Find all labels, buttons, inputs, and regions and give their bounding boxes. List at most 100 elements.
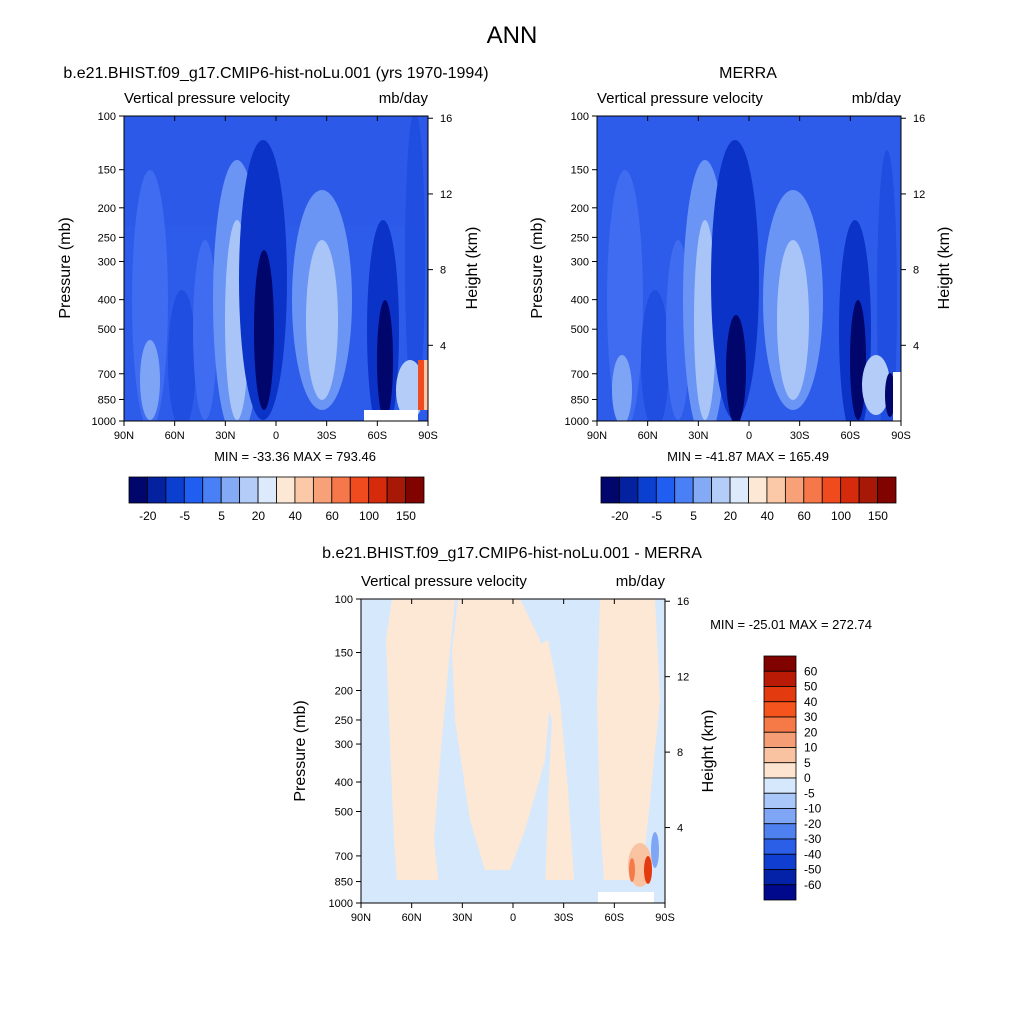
panel-difference-title: b.e21.BHIST.f09_g17.CMIP6-hist-noLu.001 … [322, 545, 702, 562]
colorbar-box [763, 686, 797, 703]
y-tick-label: 100 [335, 594, 353, 606]
colorbar-box [165, 476, 185, 504]
colorbar-label: 20 [252, 509, 266, 523]
colorbar-box [840, 476, 860, 504]
colorbar-box [803, 476, 823, 504]
figure-title: ANN [487, 22, 538, 49]
y2-tick-label: 4 [440, 340, 446, 352]
colorbar-label: -30 [804, 832, 822, 846]
colorbar-label: -20 [804, 817, 822, 831]
colorbar-box [220, 476, 241, 504]
colorbar-box [763, 808, 797, 825]
colorbar-box [147, 476, 167, 504]
colorbar-box [763, 701, 797, 718]
y-tick-label: 150 [571, 165, 589, 177]
y-tick-label: 1000 [565, 416, 589, 428]
y-tick-label: 250 [98, 232, 116, 244]
y2-tick-label: 4 [913, 340, 919, 352]
panel-difference-left-label: Vertical pressure velocity [361, 573, 527, 590]
y2-tick-label: 12 [440, 189, 452, 201]
y-tick-label: 300 [335, 739, 353, 751]
panel-model-y-ticks: 100 150 200 250 300 400 500 700 850 1000 [92, 111, 124, 428]
x-tick-label: 60N [165, 430, 185, 442]
x-tick-label: 0 [273, 430, 279, 442]
y2-tick-label: 8 [677, 747, 683, 759]
colorbar-label: 150 [868, 509, 888, 523]
panel-model-colorbar: -20 -5 5 20 40 60 100 150 [128, 476, 425, 523]
y-tick-label: 400 [98, 295, 116, 307]
colorbar-box [331, 476, 351, 504]
colorbar-label: 30 [804, 710, 818, 724]
x-tick-label: 30N [452, 912, 472, 924]
colorbar-label: 60 [798, 509, 812, 523]
colorbar-label: 150 [396, 509, 416, 523]
colorbar-label: -5 [804, 786, 815, 800]
y-tick-label: 400 [335, 777, 353, 789]
panel-difference-contour-field [361, 599, 665, 903]
colorbar-box [257, 476, 277, 504]
colorbar-label: -20 [611, 509, 629, 523]
colorbar-box [239, 476, 259, 504]
colorbar-box [128, 476, 148, 504]
colorbar-label: 60 [326, 509, 340, 523]
panel-model-contour-field [124, 116, 428, 421]
y-tick-label: 100 [571, 111, 589, 123]
panel-model-y2-ticks: 16 12 8 4 [428, 113, 452, 352]
panel-merra-units: mb/day [852, 90, 902, 107]
panel-difference-units: mb/day [616, 573, 666, 590]
colorbar-box [763, 655, 797, 672]
y-tick-label: 850 [335, 877, 353, 889]
y-tick-label: 1000 [92, 416, 116, 428]
colorbar-label: 40 [289, 509, 303, 523]
colorbar-box [748, 476, 768, 504]
panel-merra-colorbar: -20 -5 5 20 40 60 100 150 [600, 476, 897, 523]
y-tick-label: 250 [571, 232, 589, 244]
colorbar-box [692, 476, 713, 504]
colorbar-box [766, 476, 786, 504]
colorbar-box [711, 476, 731, 504]
colorbar-box [784, 476, 805, 504]
colorbar-box [763, 777, 797, 794]
panel-model-title: b.e21.BHIST.f09_g17.CMIP6-hist-noLu.001 … [63, 65, 488, 82]
panel-difference-stats: MIN = -25.01 MAX = 272.74 [710, 617, 872, 632]
panel-difference-y2label: Height (km) [700, 710, 717, 793]
colorbar-label: 50 [804, 680, 818, 694]
colorbar-label: 5 [218, 509, 225, 523]
panel-merra-y-ticks: 100 150 200 250 300 400 500 700 850 1000 [565, 111, 597, 428]
x-tick-label: 90S [655, 912, 675, 924]
panel-model-y2label: Height (km) [464, 227, 481, 310]
colorbar-box [763, 762, 797, 779]
x-tick-label: 90S [891, 430, 911, 442]
colorbar-box [294, 476, 314, 504]
panel-merra-x-ticks: 90N 60N 30N 0 30S 60S 90S [587, 116, 911, 442]
y-tick-label: 500 [571, 324, 589, 336]
colorbar-label: -10 [804, 802, 822, 816]
y2-tick-label: 12 [677, 672, 689, 684]
colorbar-box [763, 670, 797, 687]
y-tick-label: 850 [98, 394, 116, 406]
x-tick-label: 30S [317, 430, 337, 442]
panel-model-units: mb/day [379, 90, 429, 107]
colorbar-box [858, 476, 878, 504]
colorbar-label: 100 [359, 509, 379, 523]
panel-difference-ylabel: Pressure (mb) [292, 700, 309, 801]
colorbar-label: 10 [804, 741, 818, 755]
x-tick-label: 60S [605, 912, 625, 924]
panel-merra-ylabel: Pressure (mb) [529, 217, 546, 318]
y-tick-label: 200 [98, 203, 116, 215]
y-tick-label: 500 [335, 806, 353, 818]
colorbar-label: -5 [651, 509, 662, 523]
y-tick-label: 400 [571, 295, 589, 307]
colorbar-label: 40 [804, 695, 818, 709]
colorbar-box [312, 476, 333, 504]
panel-model-x-ticks: 90N 60N 30N 0 30S 60S 90S [114, 116, 438, 442]
panel-merra-stats: MIN = -41.87 MAX = 165.49 [667, 449, 829, 464]
y-tick-label: 300 [571, 257, 589, 269]
panel-model-stats: MIN = -33.36 MAX = 793.46 [214, 449, 376, 464]
y-tick-label: 200 [571, 203, 589, 215]
y2-tick-label: 16 [677, 596, 689, 608]
colorbar-box [349, 476, 370, 504]
colorbar-box [674, 476, 694, 504]
x-tick-label: 30N [688, 430, 708, 442]
x-tick-label: 0 [510, 912, 516, 924]
